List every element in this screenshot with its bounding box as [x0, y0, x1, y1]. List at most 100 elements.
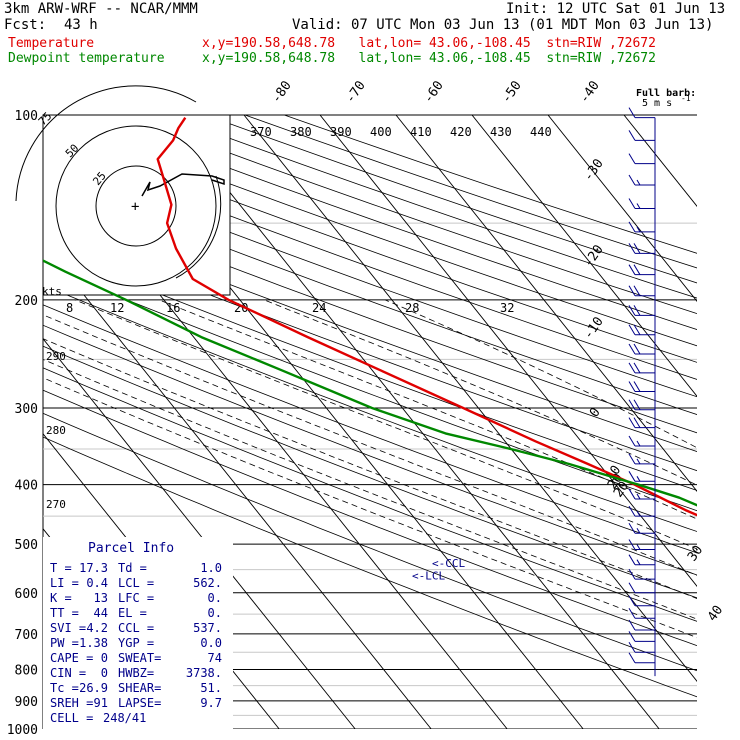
- parcel-info-value: 44: [94, 606, 108, 620]
- parcel-info-key: SHEAR=: [118, 681, 161, 695]
- moist-adiabat-line: [384, 299, 697, 449]
- dry-adiabat-line: [43, 228, 697, 472]
- wind-barb: [628, 243, 655, 254]
- level-marker-label: <-CCL: [432, 557, 465, 570]
- wind-legend-line2: 5 m s: [642, 98, 672, 109]
- wind-barb: [628, 471, 655, 482]
- hodograph-speed-label: 32: [500, 301, 514, 315]
- parcel-info-key: CIN =: [50, 666, 86, 680]
- dewpoint-legend: Dewpoint temperature: [8, 51, 165, 66]
- wind-barb: [628, 568, 655, 580]
- parcel-info-value: 537.: [193, 621, 222, 635]
- pressure-tick-label: 1000: [7, 723, 38, 738]
- wind-barb: [628, 488, 655, 500]
- forecast-hour: 43 h: [64, 17, 98, 33]
- wind-barb: [628, 554, 655, 566]
- hodograph-trace: [141, 173, 225, 197]
- dry-adiabat-line: [166, 115, 697, 299]
- parcel-info-value: 74: [208, 651, 222, 665]
- theta-e-label: 410: [410, 125, 432, 139]
- parcel-info-value: 0.: [208, 591, 222, 605]
- wind-legend-exponent: -1: [681, 94, 691, 103]
- isotherm-line: [319, 115, 697, 587]
- pressure-tick-label: 700: [15, 628, 38, 643]
- wind-barb: [628, 642, 655, 653]
- pressure-tick-label: 400: [15, 479, 38, 494]
- wind-barb: [628, 435, 655, 447]
- parcel-info-key: SREH =: [50, 696, 93, 710]
- parcel-info-value: 9.7: [200, 696, 222, 710]
- parcel-info-cell-label: CELL =: [50, 711, 93, 725]
- theta-e-label: 420: [450, 125, 472, 139]
- dry-adiabat-line: [43, 324, 697, 576]
- isotherm-label: -80: [269, 78, 295, 106]
- isotherm-label: -50: [499, 78, 525, 106]
- parcel-info-value: 1.0: [200, 561, 222, 575]
- dry-adiabat-line: [43, 159, 697, 398]
- forecast-label: Fcst:: [4, 17, 47, 33]
- parcel-info-key: LCL =: [118, 576, 154, 590]
- wind-barb: [628, 130, 655, 141]
- dry-adiabat-line: [43, 284, 697, 532]
- wind-barb: [628, 619, 655, 631]
- wind-barb: [628, 652, 655, 664]
- parcel-info-key: T =: [50, 561, 72, 575]
- parcel-info-key: PW =: [50, 636, 79, 650]
- dewpoint-line: [43, 259, 697, 507]
- parcel-info-key: CCL =: [118, 621, 154, 635]
- parcel-info-key: Tc =: [50, 681, 79, 695]
- isotherm-label: 40: [705, 603, 726, 624]
- isotherm-label: 30: [685, 543, 706, 564]
- parcel-info-panel: [43, 537, 233, 729]
- hodograph-ring: [15, 85, 197, 202]
- moist-adiabat-line: [43, 358, 697, 620]
- isotherm-line: [547, 115, 697, 302]
- dry-adiabat-line: [43, 345, 697, 599]
- parcel-info-key: YGP =: [118, 636, 154, 650]
- wind-barb: [628, 505, 655, 517]
- parcel-info-cell-value: 248/41: [103, 711, 146, 725]
- dry-adiabat-line: [205, 115, 697, 284]
- dry-adiabat-line: [43, 143, 697, 380]
- wind-barb: [628, 453, 655, 465]
- hodograph-speed-label: 24: [312, 301, 326, 315]
- parcel-info-value: 26.9: [79, 681, 108, 695]
- dry-adiabat-line: [43, 367, 697, 622]
- theta-e-label: 380: [290, 125, 312, 139]
- wind-barb: [628, 381, 655, 392]
- hodograph-speed-label: 28: [405, 301, 419, 315]
- parcel-info-key: CAPE =: [50, 651, 93, 665]
- parcel-info-key: LI =: [50, 576, 79, 590]
- pressure-tick-label: 300: [15, 402, 38, 417]
- isotherm-line: [700, 115, 740, 729]
- isotherm-label: -60: [421, 78, 447, 106]
- theta-e-label: 390: [330, 125, 352, 139]
- parcel-info-title: Parcel Info: [88, 541, 174, 556]
- isotherm-label: 20: [611, 479, 632, 500]
- wind-barb: [628, 264, 655, 276]
- pressure-tick-label: 800: [15, 663, 38, 678]
- wind-barb: [628, 607, 655, 619]
- parcel-info-key: SVI =: [50, 621, 86, 635]
- parcel-info-value: 4.2: [86, 621, 108, 635]
- pressure-tick-label: 100: [15, 109, 38, 124]
- isotherm-label: -70: [343, 78, 369, 106]
- wind-barb: [628, 399, 655, 411]
- parcel-info-value: 0.4: [86, 576, 108, 590]
- moist-adiabat-line: [158, 299, 697, 520]
- theta-label: 270: [46, 498, 66, 511]
- theta-e-label: 430: [490, 125, 512, 139]
- dry-adiabat-line: [43, 389, 697, 647]
- parcel-info-value: 0: [101, 666, 108, 680]
- hodograph-speed-label: 16: [166, 301, 180, 315]
- pressure-tick-label: 200: [15, 294, 38, 309]
- parcel-info-value: 91: [94, 696, 108, 710]
- isotherm-line: [471, 115, 697, 397]
- hodograph-speed-label: 8: [66, 301, 73, 315]
- wind-barb: [628, 343, 655, 355]
- dry-adiabat-line: [43, 176, 697, 416]
- parcel-info-value: 1.38: [79, 636, 108, 650]
- parcel-info-key: SWEAT=: [118, 651, 161, 665]
- theta-e-label: 370: [250, 125, 272, 139]
- isotherm-line: [243, 115, 697, 682]
